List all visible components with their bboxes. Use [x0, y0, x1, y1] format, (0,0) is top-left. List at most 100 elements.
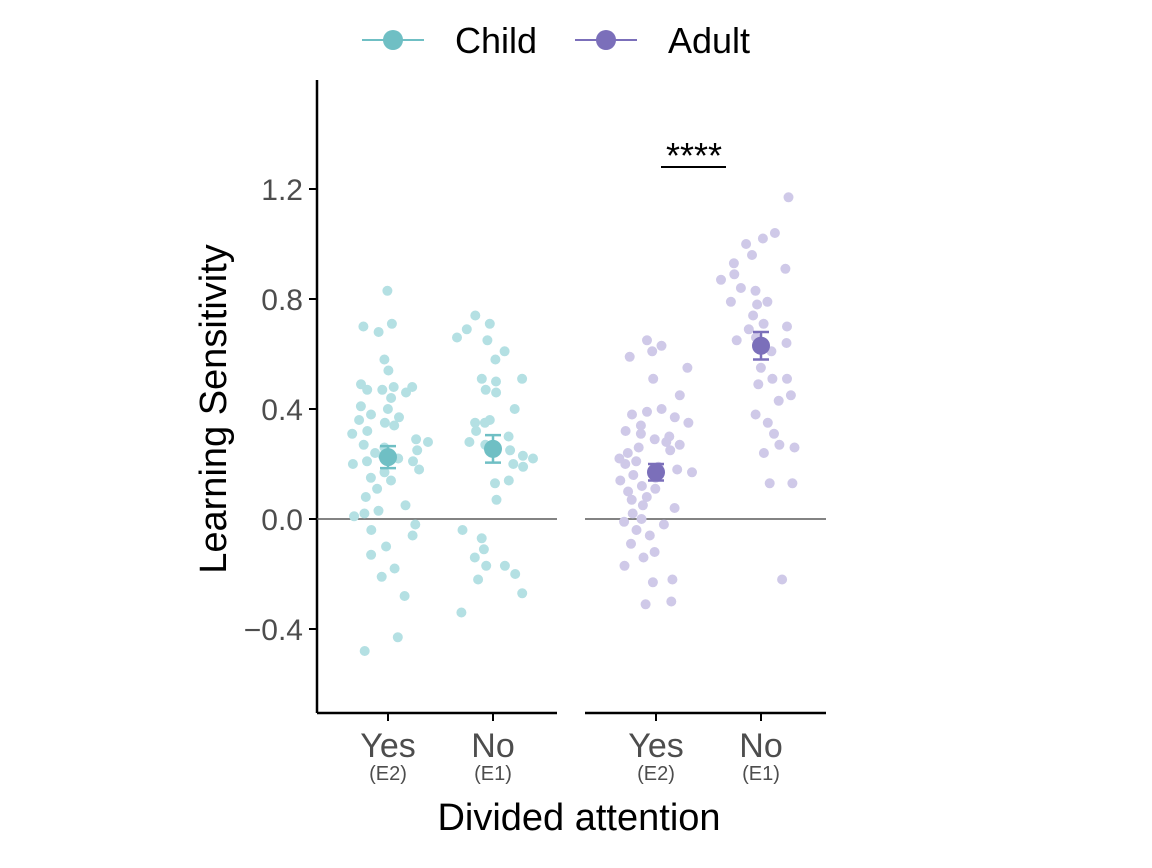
y-tick-label: 0.0 [261, 504, 303, 537]
data-point [767, 373, 778, 384]
data-point [753, 379, 764, 390]
data-point [457, 525, 468, 535]
data-point [626, 494, 637, 505]
data-point [517, 450, 528, 461]
data-point [479, 417, 490, 428]
data-point [741, 239, 752, 249]
data-point [650, 483, 661, 494]
y-tick: 0.0 [261, 504, 317, 537]
data-point [528, 453, 538, 464]
data-point [408, 456, 418, 467]
y-tick: −0.4 [244, 614, 317, 647]
data-point [508, 459, 519, 469]
data-point [735, 283, 746, 293]
data-point [636, 514, 647, 524]
data-point [648, 373, 659, 384]
data-point [372, 483, 383, 494]
points-adult-no [716, 192, 800, 585]
data-point [781, 338, 792, 348]
x-tick-sublabel: (E2) [637, 763, 675, 785]
mean-child-no [484, 433, 502, 464]
x-tick-label: Yes [628, 727, 683, 765]
mean-adult-no [752, 330, 770, 361]
data-point [683, 417, 694, 428]
x-tick-label: No [471, 727, 514, 765]
data-point [490, 354, 501, 365]
mean-marker [379, 448, 397, 467]
data-point [499, 346, 510, 357]
data-point [641, 492, 652, 502]
data-point [635, 420, 646, 431]
data-point [381, 541, 392, 552]
data-point [644, 530, 655, 541]
x-tick-label: Yes [360, 727, 415, 765]
data-point [633, 442, 644, 453]
data-point [491, 387, 502, 398]
data-point [762, 417, 773, 428]
data-point [623, 486, 634, 497]
significance-stars: **** [666, 135, 722, 176]
data-point [731, 335, 742, 346]
data-point [750, 285, 761, 296]
data-point [377, 384, 388, 395]
data-point [620, 426, 631, 436]
data-point [647, 577, 658, 588]
y-tick: 1.2 [261, 174, 317, 207]
data-point [780, 263, 791, 274]
y-tick-label: 1.2 [261, 174, 303, 207]
data-point [401, 387, 411, 398]
data-point [769, 228, 780, 238]
data-point [729, 269, 740, 280]
data-point [388, 382, 399, 392]
data-point [386, 318, 397, 329]
data-point [762, 296, 773, 307]
data-point [359, 646, 370, 656]
mean-child-yes [379, 444, 397, 470]
data-point [647, 346, 658, 357]
data-point [481, 560, 492, 571]
data-point [365, 472, 376, 483]
data-point [747, 250, 757, 260]
data-point [665, 445, 676, 456]
data-point [624, 351, 635, 362]
data-point [359, 508, 370, 519]
data-point [752, 299, 763, 310]
data-point [358, 321, 369, 332]
data-point [758, 318, 769, 329]
data-point [464, 437, 475, 447]
data-point [774, 439, 785, 450]
data-point [619, 560, 630, 571]
data-point [382, 285, 393, 296]
x-tick-sublabel: (E1) [474, 763, 512, 785]
data-point [347, 459, 358, 469]
data-point [347, 428, 358, 439]
data-point [750, 409, 761, 420]
data-point [769, 428, 779, 439]
data-point [666, 596, 677, 607]
data-point [658, 519, 669, 530]
y-axis-title: Learning Sensitivity [193, 244, 235, 574]
data-point [407, 530, 418, 541]
data-point [777, 574, 788, 585]
data-point [509, 404, 520, 414]
data-point [789, 442, 800, 453]
data-point [389, 563, 400, 574]
data-point [470, 417, 481, 428]
data-point [461, 324, 472, 335]
data-point [366, 525, 377, 535]
data-point [411, 434, 422, 445]
data-point [636, 481, 647, 491]
data-point [649, 547, 660, 557]
data-point [471, 426, 482, 436]
data-point [667, 574, 678, 585]
data-point [627, 409, 637, 420]
mean-marker [647, 463, 665, 482]
data-point [669, 412, 680, 423]
data-point [674, 390, 685, 401]
data-point [725, 296, 736, 307]
y-axis: −0.4 0.0 0.4 0.8 1.2 Learning Sensitivit… [193, 80, 319, 713]
data-point [382, 404, 393, 414]
data-point [619, 516, 630, 527]
data-point [373, 327, 384, 337]
